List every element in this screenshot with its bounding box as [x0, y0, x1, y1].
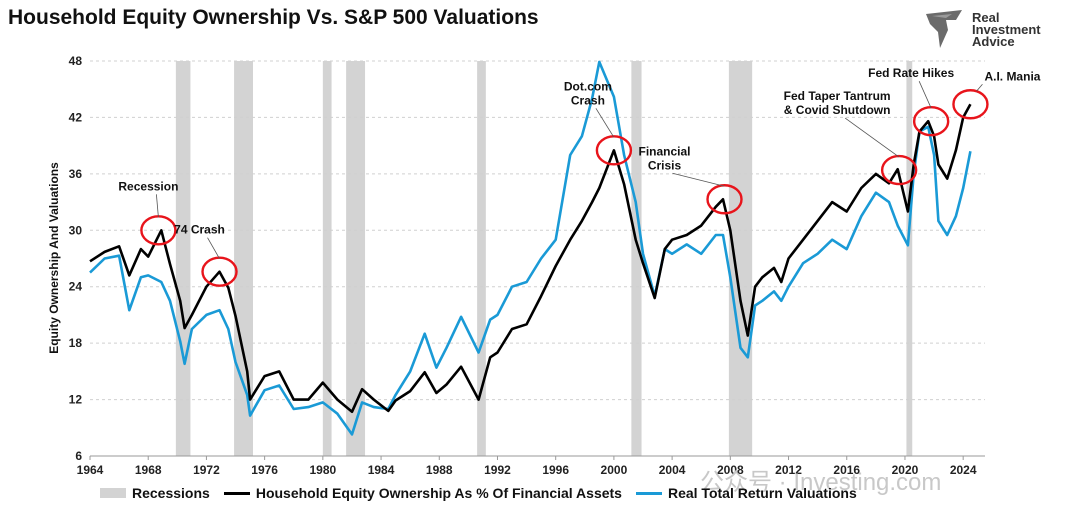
x-tick-label-2008: 2008 — [717, 463, 744, 477]
x-tick-label-1964: 1964 — [77, 463, 104, 477]
x-tick-label-1968: 1968 — [135, 463, 162, 477]
recession-band-4 — [477, 61, 486, 456]
x-tick-label-2004: 2004 — [659, 463, 686, 477]
annotation-leader-0 — [155, 194, 159, 218]
y-tick-label-6: 6 — [75, 449, 82, 463]
x-tick-label-1988: 1988 — [426, 463, 453, 477]
annotation-circle-2 — [595, 135, 633, 166]
annotation-leader-5 — [918, 81, 932, 109]
x-tick-label-1972: 1972 — [193, 463, 220, 477]
x-tick-label-2020: 2020 — [892, 463, 919, 477]
axes: 6 12 18 24 30 36 42 48 1964 1968 1972 1976 1980 1984 1… — [69, 54, 985, 477]
annotation-label-4-line-1: & Covid Shutdown — [784, 103, 891, 117]
annotation-label-2-line-0: Dot.com — [564, 79, 612, 93]
annotation-label-3: Financial Crisis — [638, 144, 690, 172]
y-tick-label-42: 42 — [69, 110, 83, 124]
legend-item-valuation: Real Total Return Valuations — [635, 485, 857, 501]
annotation-label-0: Recession — [118, 179, 178, 193]
annotation-leader-4 — [844, 117, 900, 158]
x-tick-label-2012: 2012 — [775, 463, 802, 477]
recession-band-7 — [906, 61, 913, 456]
annotation-label-2-line-1: Crash — [571, 93, 605, 107]
annotation-label-3-line-0: Financial — [638, 144, 690, 158]
legend-label-valuation: Real Total Return Valuations — [667, 485, 857, 501]
annotation-label-4: Fed Taper Tantrum & Covid Shutdown — [784, 89, 891, 117]
y-tick-label-18: 18 — [69, 336, 83, 350]
x-tick-label-1996: 1996 — [542, 463, 569, 477]
legend-item-equity: Household Equity Ownership As % Of Finan… — [223, 485, 622, 501]
legend-label-equity: Household Equity Ownership As % Of Finan… — [255, 485, 622, 501]
y-tick-label-48: 48 — [69, 54, 83, 68]
recession-band-5 — [631, 61, 642, 456]
x-tick-label-2000: 2000 — [601, 463, 628, 477]
watermark-text: 公众号 · Investing.com — [700, 469, 942, 496]
legend-swatch-valuation — [635, 491, 662, 495]
annotation-label-6: A.I. Mania — [984, 69, 1040, 83]
annotation-label-2: Dot.com Crash — [564, 79, 612, 107]
legend-label-recessions: Recessions — [132, 485, 210, 501]
logo-line-2: Investment — [972, 22, 1041, 37]
annotation-label-1: 74 Crash — [174, 223, 225, 237]
annotation-label-6-line-0: A.I. Mania — [984, 69, 1040, 83]
y-tick-label-36: 36 — [69, 167, 83, 181]
annotation-leader-6 — [976, 84, 983, 92]
annotation-leader-1 — [207, 237, 220, 259]
y-tick-label-24: 24 — [69, 280, 83, 294]
annotation-circle-6 — [952, 89, 989, 120]
annotation-label-4-line-0: Fed Taper Tantrum — [784, 89, 891, 103]
legend-swatch-recessions — [100, 488, 126, 498]
x-tick-label-2016: 2016 — [833, 463, 860, 477]
series-lines — [89, 60, 972, 436]
annotation-circle-5 — [912, 105, 950, 137]
logo-line-3: Advice — [972, 34, 1015, 49]
annotation-circle-3 — [706, 184, 743, 215]
annotation-label-5-line-0: Fed Rate Hikes — [868, 66, 954, 80]
recession-band-0 — [175, 61, 191, 456]
annotation-label-3-line-1: Crisis — [648, 158, 682, 172]
series-line-equity — [89, 103, 972, 414]
legend-item-recessions: Recessions — [100, 485, 210, 501]
logo-line-1: Real — [972, 10, 1000, 25]
series-line-valuation — [89, 60, 972, 436]
legend-swatch-equity — [223, 491, 250, 495]
recession-band-6 — [728, 61, 753, 456]
annotation-label-0-line-0: Recession — [118, 179, 178, 193]
x-tick-label-1984: 1984 — [368, 463, 395, 477]
eagle-logo-icon — [926, 10, 962, 48]
y-axis-label: Equity Ownership And Valuations — [47, 162, 61, 354]
annotation-leader-3 — [672, 172, 725, 187]
y-tick-label-30: 30 — [69, 223, 83, 237]
chart-title: Household Equity Ownership Vs. S&P 500 V… — [8, 6, 539, 29]
y-tick-label-12: 12 — [69, 393, 83, 407]
annotation-label-5: Fed Rate Hikes — [868, 66, 954, 80]
chart-legend: Recessions Household Equity Ownership As… — [100, 484, 871, 502]
annotation-label-1-line-0: 74 Crash — [174, 223, 225, 237]
recession-band-2 — [322, 61, 332, 456]
annotation-circle-4 — [880, 154, 918, 186]
x-tick-label-2024: 2024 — [950, 463, 977, 477]
x-tick-label-1976: 1976 — [251, 463, 278, 477]
recession-band-1 — [234, 61, 253, 456]
annotation-circle-1 — [201, 256, 238, 287]
brand-logo: Real Investment Advice — [922, 8, 1062, 52]
recession-band-3 — [346, 61, 366, 456]
x-tick-label-1992: 1992 — [484, 463, 511, 477]
annotation-leader-2 — [595, 108, 615, 138]
x-tick-label-1980: 1980 — [309, 463, 336, 477]
